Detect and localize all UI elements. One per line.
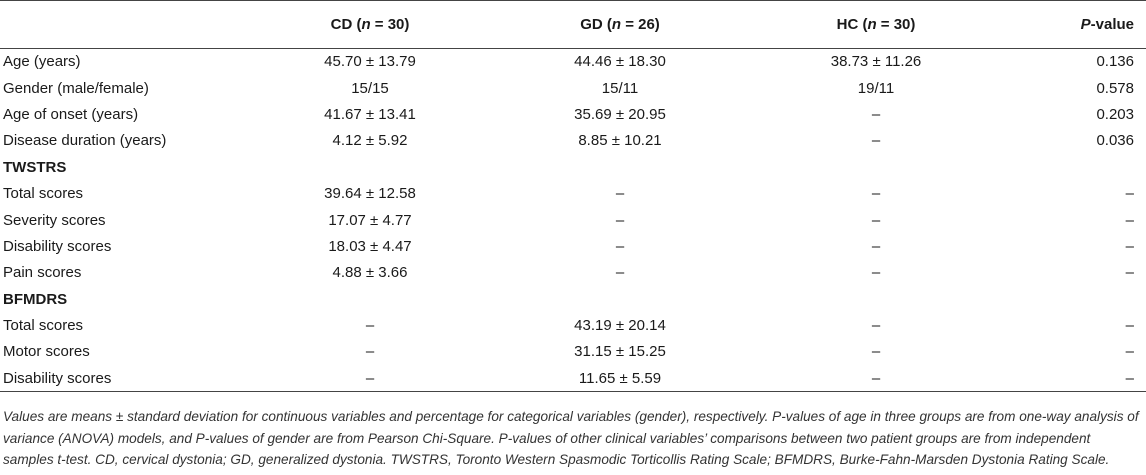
cell-p: – xyxy=(1125,237,1134,255)
row-label: Gender (male/female) xyxy=(3,79,149,97)
cell-hc: – xyxy=(871,132,881,150)
header-hc: HC (n = 30) xyxy=(748,0,1004,49)
cell-cd: 17.07 ± 4.77 xyxy=(328,211,412,229)
cell-gd: 44.46 ± 18.30 xyxy=(574,53,666,71)
section-heading: TWSTRS xyxy=(3,158,67,176)
cell-hc: – xyxy=(871,237,881,255)
table-row: Gender (male/female) 15/15 15/11 19/11 0… xyxy=(0,75,1146,101)
cell-gd: 43.19 ± 20.14 xyxy=(574,317,666,335)
cell-p: 0.136 xyxy=(1096,53,1134,71)
cell-cd: 41.67 ± 13.41 xyxy=(324,105,416,123)
table-header-row: CD (n = 30) GD (n = 26) HC (n = 30) P-va… xyxy=(0,0,1146,49)
section-heading: BFMDRS xyxy=(3,290,68,308)
cell-hc: 38.73 ± 11.26 xyxy=(830,53,922,71)
header-gd: GD (n = 26) xyxy=(492,0,748,49)
cell-gd: 35.69 ± 20.95 xyxy=(574,105,666,123)
cell-hc: – xyxy=(871,264,881,282)
cell-p: – xyxy=(1125,211,1134,229)
table-row: Total scores 39.64 ± 12.58 – – – xyxy=(0,180,1146,206)
cell-gd: – xyxy=(615,237,625,255)
cell-gd: 8.85 ± 10.21 xyxy=(578,132,662,150)
cell-cd: – xyxy=(248,365,492,393)
section-row-bfmdrs: BFMDRS xyxy=(0,286,1146,312)
row-label: Disability scores xyxy=(3,237,112,255)
cell-gd: – xyxy=(615,211,625,229)
row-label: Disease duration (years) xyxy=(3,132,167,150)
cell-gd: 15/11 xyxy=(601,79,639,97)
cell-gd: 11.65 ± 5.59 xyxy=(492,365,748,393)
cell-gd: – xyxy=(615,264,625,282)
cell-cd: 18.03 ± 4.47 xyxy=(328,237,412,255)
table-row: Age of onset (years) 41.67 ± 13.41 35.69… xyxy=(0,101,1146,127)
cell-hc: – xyxy=(871,185,881,203)
row-label: Age of onset (years) xyxy=(3,105,139,123)
row-label: Age (years) xyxy=(3,53,81,71)
row-label: Disability scores xyxy=(0,365,248,393)
row-label: Severity scores xyxy=(3,211,106,229)
cell-p: – xyxy=(1004,365,1146,393)
cell-cd: – xyxy=(365,343,375,361)
cell-cd: – xyxy=(365,317,375,335)
section-row-twstrs: TWSTRS xyxy=(0,154,1146,180)
cell-gd: 31.15 ± 15.25 xyxy=(574,343,666,361)
cell-hc: – xyxy=(871,211,881,229)
demographics-table: CD (n = 30) GD (n = 26) HC (n = 30) P-va… xyxy=(0,0,1146,393)
cell-p: – xyxy=(1125,185,1134,203)
cell-p: – xyxy=(1125,264,1134,282)
cell-hc: – xyxy=(871,343,881,361)
cell-p: 0.036 xyxy=(1096,132,1134,150)
table-row: Pain scores 4.88 ± 3.66 – – – xyxy=(0,260,1146,286)
table-row: Severity scores 17.07 ± 4.77 – – – xyxy=(0,207,1146,233)
cell-cd: 45.70 ± 13.79 xyxy=(324,53,416,71)
cell-hc: – xyxy=(871,317,881,335)
header-label-column xyxy=(0,0,248,49)
row-label: Total scores xyxy=(3,317,84,335)
header-p-value: P-value xyxy=(1004,0,1146,49)
cell-hc: – xyxy=(748,365,1004,393)
cell-p: – xyxy=(1125,317,1134,335)
table-row: Total scores – 43.19 ± 20.14 – – xyxy=(0,312,1146,338)
cell-cd: 15/15 xyxy=(351,79,389,97)
cell-p: 0.578 xyxy=(1096,79,1134,97)
cell-hc: – xyxy=(871,105,881,123)
header-cd: CD (n = 30) xyxy=(248,0,492,49)
table-footnote: Values are means ± standard deviation fo… xyxy=(3,409,1139,467)
cell-cd: 39.64 ± 12.58 xyxy=(324,185,416,203)
table-row: Age (years) 45.70 ± 13.79 44.46 ± 18.30 … xyxy=(0,49,1146,75)
cell-gd: – xyxy=(615,185,625,203)
cell-p: 0.203 xyxy=(1096,105,1134,123)
table-row: Disability scores 18.03 ± 4.47 – – – xyxy=(0,233,1146,259)
cell-cd: 4.88 ± 3.66 xyxy=(332,264,408,282)
cell-p: – xyxy=(1125,343,1134,361)
row-label: Total scores xyxy=(3,185,84,203)
table-row: Disease duration (years) 4.12 ± 5.92 8.8… xyxy=(0,128,1146,154)
cell-cd: 4.12 ± 5.92 xyxy=(332,132,408,150)
row-label: Pain scores xyxy=(3,264,82,282)
table-row: Motor scores – 31.15 ± 15.25 – – xyxy=(0,339,1146,365)
row-label: Motor scores xyxy=(3,343,90,361)
table-row: Disability scores – 11.65 ± 5.59 – – xyxy=(0,365,1146,393)
cell-hc: 19/11 xyxy=(857,79,895,97)
